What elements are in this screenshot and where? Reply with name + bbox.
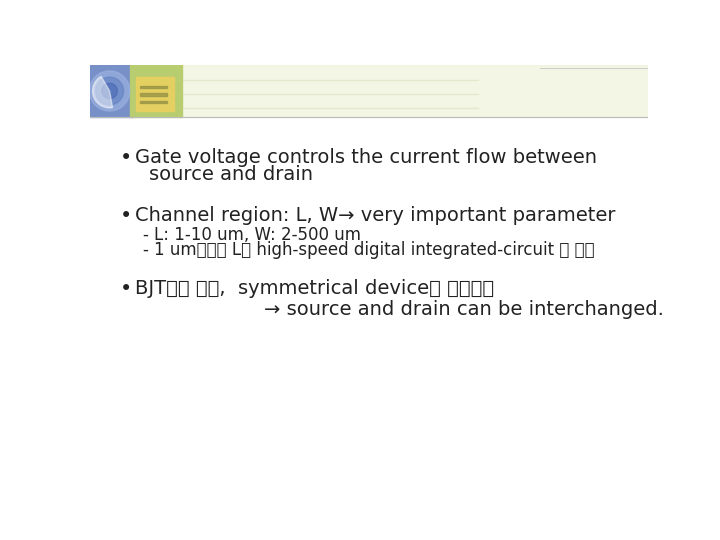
Polygon shape: [102, 83, 117, 99]
Text: •: •: [120, 206, 132, 226]
Text: •: •: [120, 279, 132, 299]
Polygon shape: [96, 77, 124, 105]
Wedge shape: [93, 76, 112, 108]
Text: source and drain: source and drain: [149, 165, 313, 184]
Bar: [140, 85, 166, 88]
Bar: [136, 77, 174, 111]
Bar: [140, 93, 166, 96]
Text: Gate voltage controls the current flow between: Gate voltage controls the current flow b…: [135, 148, 597, 167]
Text: 1 um이하의 L은 high-speed digital integrated-circuit 에 사용: 1 um이하의 L은 high-speed digital integrated…: [153, 241, 594, 259]
Text: BJT와는 달리,  symmetrical device로 만들어짔: BJT와는 달리, symmetrical device로 만들어짔: [135, 279, 494, 298]
Text: L: 1-10 um, W: 2-500 um: L: 1-10 um, W: 2-500 um: [153, 226, 361, 244]
Text: -: -: [143, 226, 148, 244]
Text: •: •: [120, 148, 132, 168]
Bar: [130, 65, 181, 117]
Text: → source and drain can be interchanged.: → source and drain can be interchanged.: [264, 300, 665, 320]
Bar: [179, 65, 648, 117]
Bar: [90, 65, 132, 117]
Text: -: -: [143, 241, 148, 259]
Text: Channel region: L, W→ very important parameter: Channel region: L, W→ very important par…: [135, 206, 616, 225]
Polygon shape: [89, 71, 130, 111]
Bar: [140, 101, 166, 103]
